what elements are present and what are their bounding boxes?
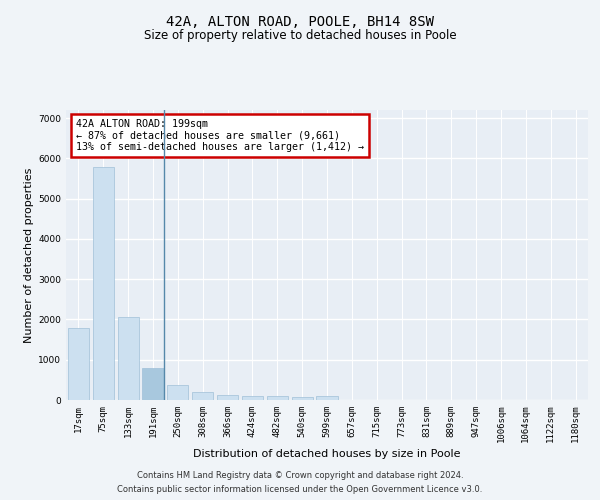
Text: 42A, ALTON ROAD, POOLE, BH14 8SW: 42A, ALTON ROAD, POOLE, BH14 8SW — [166, 16, 434, 30]
Text: 42A ALTON ROAD: 199sqm
← 87% of detached houses are smaller (9,661)
13% of semi-: 42A ALTON ROAD: 199sqm ← 87% of detached… — [76, 118, 364, 152]
Bar — [142, 368, 164, 400]
Bar — [192, 392, 213, 400]
Bar — [68, 328, 89, 400]
Bar — [118, 317, 139, 400]
X-axis label: Distribution of detached houses by size in Poole: Distribution of detached houses by size … — [193, 450, 461, 460]
Bar — [217, 395, 238, 400]
Bar — [292, 397, 313, 400]
Bar — [267, 396, 288, 400]
Bar — [167, 385, 188, 400]
Bar — [316, 396, 338, 400]
Y-axis label: Number of detached properties: Number of detached properties — [24, 168, 34, 342]
Text: Size of property relative to detached houses in Poole: Size of property relative to detached ho… — [143, 28, 457, 42]
Bar — [242, 396, 263, 400]
Bar — [93, 167, 114, 400]
Text: Contains public sector information licensed under the Open Government Licence v3: Contains public sector information licen… — [118, 484, 482, 494]
Text: Contains HM Land Registry data © Crown copyright and database right 2024.: Contains HM Land Registry data © Crown c… — [137, 472, 463, 480]
